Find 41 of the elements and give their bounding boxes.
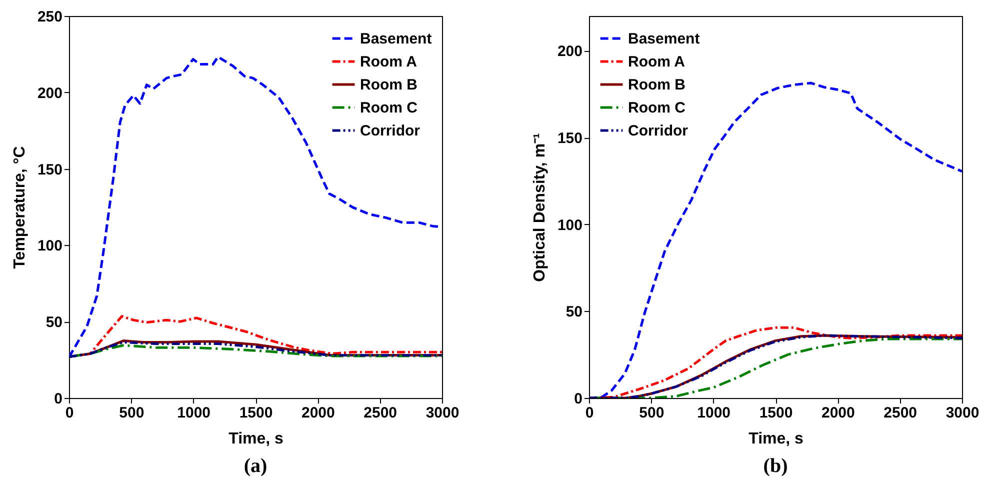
x-tick-label: 3000 xyxy=(426,404,460,422)
legend-label: Room C xyxy=(360,100,418,116)
y-tick-label: 150 xyxy=(557,130,582,148)
legend-label: Basement xyxy=(628,30,700,48)
x-tick-label: 1000 xyxy=(177,404,211,422)
x-tick-label: 500 xyxy=(119,404,144,422)
x-tick-label: 2000 xyxy=(821,404,855,422)
legend-label: Room B xyxy=(360,76,418,94)
x-tick-label: 1500 xyxy=(759,404,793,422)
y-tick-label: 50 xyxy=(566,304,582,321)
y-tick-label: 200 xyxy=(557,43,582,60)
y-tick-label: 200 xyxy=(37,84,62,102)
x-tick-label: 1500 xyxy=(239,404,273,422)
x-tick-label: 2000 xyxy=(301,404,335,422)
x-tick-label: 2500 xyxy=(884,404,918,422)
y-axis-title: Optical Density, m⁻¹ xyxy=(531,133,548,282)
y-axis-title: Temperature, °C xyxy=(11,146,28,269)
legend-label: Room C xyxy=(628,100,686,116)
legend-label: Room B xyxy=(628,76,686,94)
legend-label: Corridor xyxy=(360,122,420,140)
legend-label: Corridor xyxy=(628,122,688,140)
x-tick-label: 500 xyxy=(639,404,664,422)
text: (a) xyxy=(244,455,268,477)
y-tick-label: 100 xyxy=(557,216,582,234)
legend-label: Basement xyxy=(360,30,432,48)
x-tick-label: 0 xyxy=(585,404,594,422)
y-tick-label: 100 xyxy=(37,238,62,255)
x-axis-title: Time, s xyxy=(748,430,804,448)
x-axis-title: Time, s xyxy=(228,430,284,448)
y-tick-label: 0 xyxy=(574,390,582,408)
x-tick-label: 1000 xyxy=(697,404,731,422)
legend-label: Room A xyxy=(360,54,418,70)
text: (b) xyxy=(763,455,788,477)
x-tick-label: 3000 xyxy=(946,404,980,422)
y-tick-label: 250 xyxy=(37,8,62,26)
x-tick-label: 2500 xyxy=(364,404,398,422)
y-tick-label: 150 xyxy=(37,161,62,178)
y-tick-label: 50 xyxy=(46,314,62,332)
x-tick-label: 0 xyxy=(65,404,74,422)
legend-label: Room A xyxy=(628,54,686,70)
y-tick-label: 0 xyxy=(54,390,62,408)
